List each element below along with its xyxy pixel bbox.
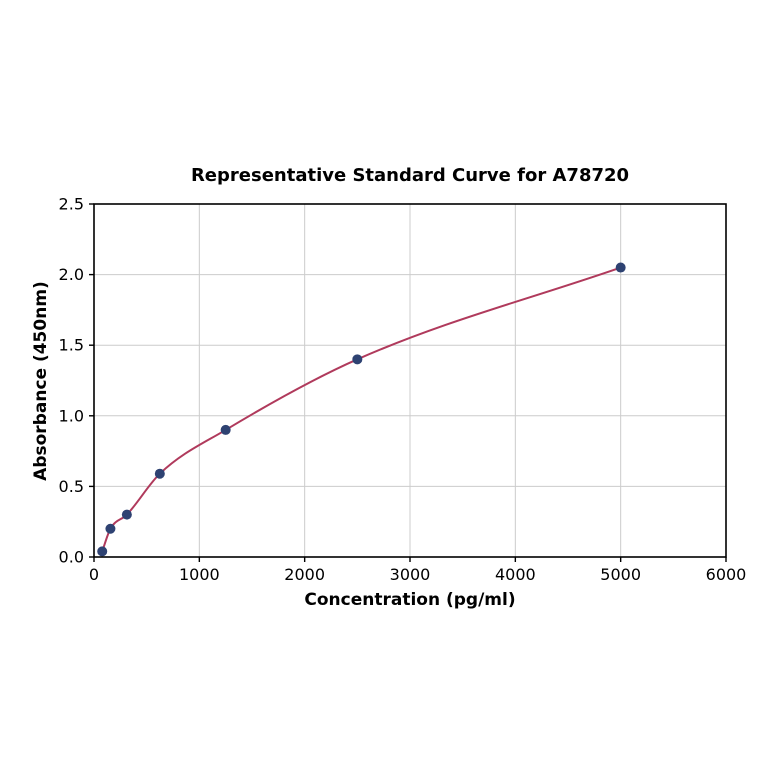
- data-point: [121, 509, 132, 520]
- data-point: [105, 523, 116, 534]
- chart-title: Representative Standard Curve for A78720: [191, 165, 629, 186]
- y-axis-label: Absorbance (450nm): [31, 281, 51, 481]
- axis-ticks: 0 1000 2000 3000 4000 5000 6000 0.0 0.5 1.0 1.5 2.0…: [59, 195, 747, 585]
- y-tick-label: 0.0: [59, 548, 84, 567]
- data-point: [154, 468, 165, 479]
- data-point: [352, 354, 363, 365]
- x-tick-label: 4000: [495, 565, 536, 584]
- grid-lines: [93, 203, 727, 558]
- plot-content: [97, 262, 626, 557]
- y-tick-label: 1.0: [59, 406, 84, 425]
- y-tick-label: 0.5: [59, 477, 84, 496]
- fit-curve: [101, 266, 621, 552]
- x-tick-label: 2000: [284, 565, 325, 584]
- x-tick-label: 0: [89, 565, 99, 584]
- x-tick-label: 5000: [600, 565, 641, 584]
- y-tick-label: 1.5: [59, 336, 84, 355]
- x-tick-label: 1000: [179, 565, 220, 584]
- data-point: [615, 262, 626, 273]
- data-point: [97, 546, 108, 557]
- y-tick-label: 2.5: [59, 195, 84, 214]
- x-tick-label: 3000: [390, 565, 431, 584]
- data-point: [220, 424, 231, 435]
- x-tick-label: 6000: [706, 565, 747, 584]
- x-axis-label: Concentration (pg/ml): [304, 590, 515, 610]
- y-tick-label: 2.0: [59, 265, 84, 284]
